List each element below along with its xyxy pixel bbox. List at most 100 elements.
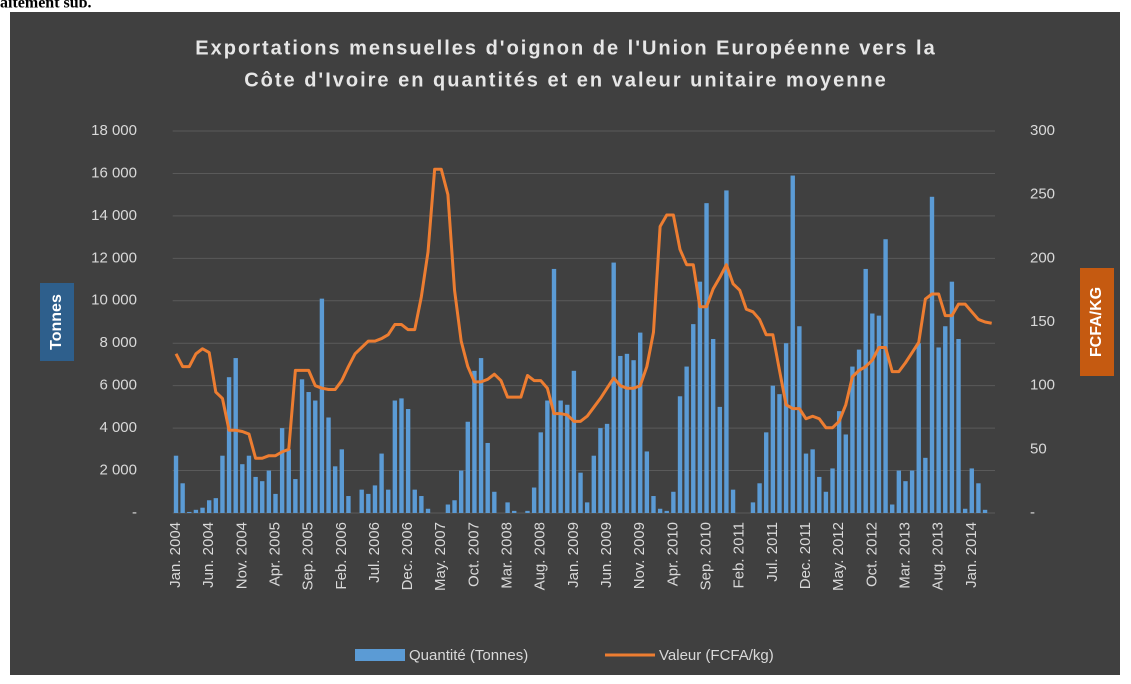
bar	[293, 479, 298, 513]
x-tick-label: Oct. 2012	[863, 522, 880, 587]
bar	[803, 453, 809, 513]
bar	[644, 451, 650, 513]
bar	[817, 476, 822, 513]
bar	[558, 400, 563, 513]
bar	[273, 493, 278, 513]
bar	[909, 470, 915, 513]
bar	[697, 281, 703, 513]
x-tick-label: May. 2012	[830, 522, 847, 591]
bar	[326, 417, 331, 513]
bar	[485, 442, 490, 513]
x-tick-label: Nov. 2004	[233, 522, 250, 589]
y2-tick-label: 200	[1030, 249, 1055, 266]
chart-title: Exportations mensuelles d'oignon de l'Un…	[195, 37, 936, 59]
x-tick-label: Feb. 2006	[333, 522, 350, 590]
bar	[492, 491, 497, 513]
bar	[346, 496, 351, 513]
y2-axis-label: FCFA/KG	[1088, 287, 1105, 357]
bar	[260, 481, 265, 513]
bar	[313, 400, 318, 513]
bar	[724, 190, 729, 513]
x-tick-label: Aug. 2013	[930, 522, 947, 590]
y2-tick-label: 100	[1030, 377, 1055, 394]
bar	[836, 411, 842, 513]
bar	[445, 504, 451, 513]
bar	[339, 449, 344, 513]
x-tick-label: May. 2007	[432, 522, 449, 591]
bar	[319, 298, 325, 513]
y-tick-label: 10 000	[91, 292, 137, 309]
y-tick-label: 6 000	[99, 377, 137, 394]
x-tick-label: Jul. 2011	[764, 522, 781, 582]
legend-label: Valeur (FCFA/kg)	[659, 647, 774, 664]
bar	[173, 455, 179, 513]
bar	[856, 349, 862, 513]
y2-tick-label: 150	[1030, 313, 1055, 330]
bar	[664, 510, 669, 513]
bar	[266, 470, 272, 513]
bar	[379, 453, 384, 513]
bar	[180, 483, 185, 513]
y-tick-label: 2 000	[99, 462, 137, 479]
bar	[392, 400, 398, 513]
bar	[969, 468, 974, 513]
bar	[830, 468, 835, 513]
bar	[777, 394, 782, 513]
bar	[405, 409, 411, 513]
x-tick-label: Jul. 2006	[366, 522, 383, 583]
bar	[286, 449, 291, 513]
bar	[584, 502, 590, 513]
bar	[717, 406, 722, 513]
x-tick-label: Nov. 2009	[631, 522, 648, 589]
bar	[750, 502, 756, 513]
bar	[565, 404, 570, 513]
bar	[916, 343, 921, 513]
bar	[883, 239, 888, 513]
y2-tick-label: 50	[1030, 440, 1047, 457]
y-tick-label: 18 000	[91, 122, 137, 139]
bar	[923, 457, 928, 513]
y-tick-label: 12 000	[91, 249, 137, 266]
caption-fragment: aitement sub.	[0, 0, 92, 12]
bar	[876, 315, 882, 513]
bar	[591, 455, 596, 513]
bar	[982, 509, 988, 513]
x-tick-label: Jan. 2009	[565, 522, 582, 588]
bar	[200, 507, 205, 513]
bar	[638, 332, 643, 513]
bar	[730, 489, 736, 513]
x-tick-label: Apr. 2005	[266, 522, 283, 586]
bar	[233, 358, 238, 513]
bar	[956, 338, 961, 513]
y-tick-label: 8 000	[99, 334, 137, 351]
x-tick-label: Jan. 2014	[963, 522, 980, 588]
bar	[419, 496, 424, 513]
x-tick-label: Oct. 2007	[465, 522, 482, 587]
bar	[684, 366, 689, 513]
bar	[512, 510, 517, 513]
bar	[943, 326, 948, 513]
bar	[220, 455, 225, 513]
bar	[870, 313, 875, 513]
bar	[677, 396, 683, 513]
bar	[757, 483, 762, 513]
bar	[452, 500, 457, 513]
x-tick-label: Aug. 2008	[532, 522, 549, 590]
bar	[783, 343, 789, 513]
y-tick-label: 14 000	[91, 207, 137, 224]
x-tick-label: Sep. 2010	[698, 522, 715, 590]
y2-tick-label: 250	[1030, 186, 1055, 203]
bar	[531, 487, 537, 513]
bar	[843, 434, 848, 513]
bar	[770, 385, 776, 513]
bar	[903, 481, 908, 513]
bar	[306, 392, 311, 513]
y2-label-box	[1080, 268, 1114, 376]
bar	[193, 509, 199, 513]
bar	[691, 324, 696, 513]
line	[174, 167, 992, 460]
bar	[359, 489, 364, 513]
y-tick-label: 4 000	[99, 419, 137, 436]
bar	[545, 400, 550, 513]
